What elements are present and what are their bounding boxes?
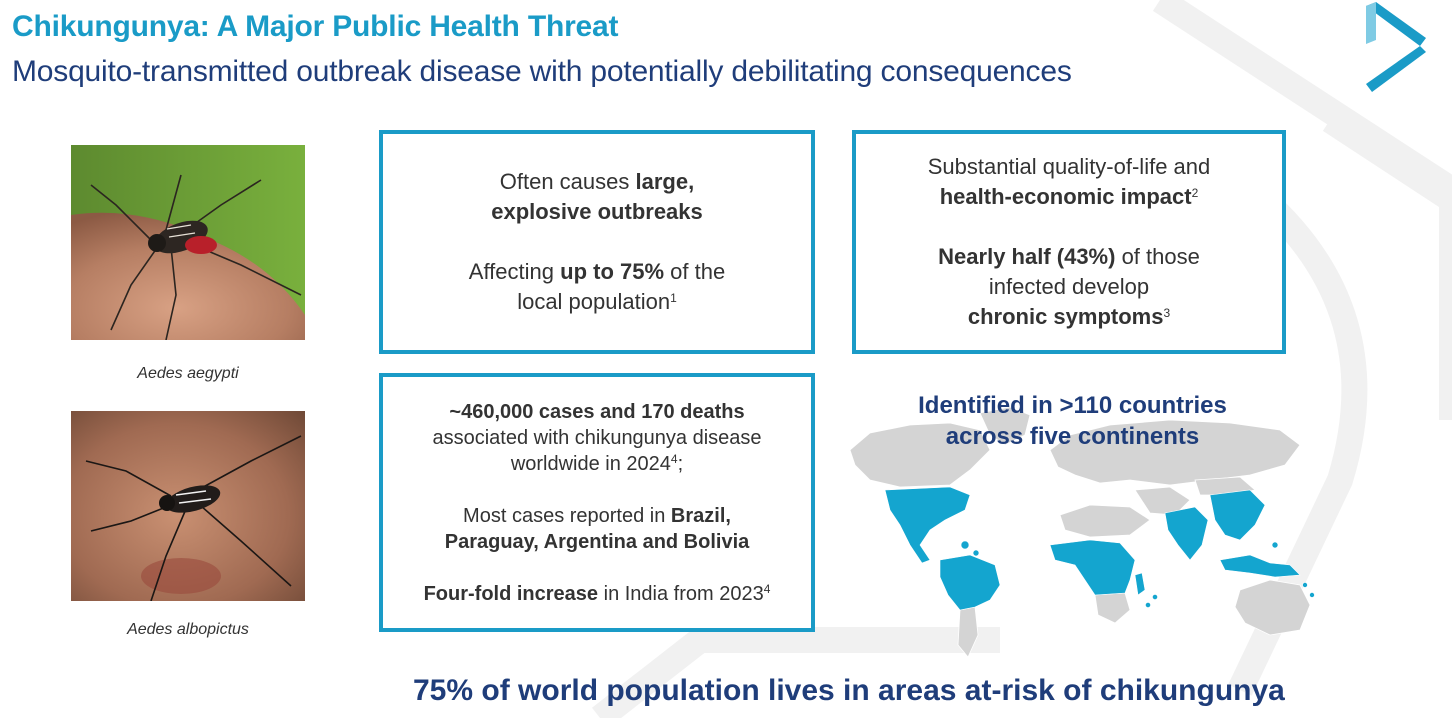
photo-caption: Aedes albopictus: [127, 621, 249, 638]
cases-box: ~460,000 cases and 170 deaths associated…: [379, 373, 815, 632]
aedes-aegypti-photo: [71, 145, 305, 340]
box-text: local population1: [517, 289, 677, 314]
box-text: Affecting up to 75% of the: [468, 259, 726, 284]
impact-box: Substantial quality-of-life and health-e…: [852, 130, 1286, 354]
box-text: infected develop: [988, 274, 1150, 299]
outbreaks-box: Often causes large, explosive outbreaks …: [379, 130, 815, 354]
box-text: ~460,000 cases and 170 deaths: [449, 400, 745, 423]
at-risk-statement: 75% of world population lives in areas a…: [413, 674, 1285, 707]
box-text: chronic symptoms3: [967, 304, 1171, 329]
company-logo-icon: [1366, 2, 1426, 92]
world-map-icon: [849, 406, 1315, 658]
page-subtitle: Mosquito-transmitted outbreak disease wi…: [12, 55, 1072, 88]
box-text: worldwide in 20244;: [510, 451, 684, 475]
box-text: Most cases reported in Brazil,: [463, 504, 731, 527]
box-text: Substantial quality-of-life and: [927, 154, 1211, 179]
box-text: Nearly half (43%) of those: [938, 244, 1200, 269]
mosquito-photo-icon: [71, 411, 305, 601]
mosquito-photo-icon: [71, 145, 305, 340]
box-text: health-economic impact2: [939, 184, 1199, 209]
aedes-albopictus-photo: [71, 411, 305, 601]
box-text: Four-fold increase in India from 20234: [423, 581, 771, 605]
box-text: Paraguay, Argentina and Bolivia: [444, 530, 750, 553]
map-title: Identified in >110 countries across five …: [918, 392, 1227, 450]
box-text: associated with chikungunya disease: [432, 426, 762, 449]
box-text: Often causes large,: [499, 169, 695, 194]
photo-caption: Aedes aegypti: [137, 365, 239, 382]
box-text: explosive outbreaks: [491, 199, 703, 224]
page-title: Chikungunya: A Major Public Health Threa…: [12, 10, 619, 43]
